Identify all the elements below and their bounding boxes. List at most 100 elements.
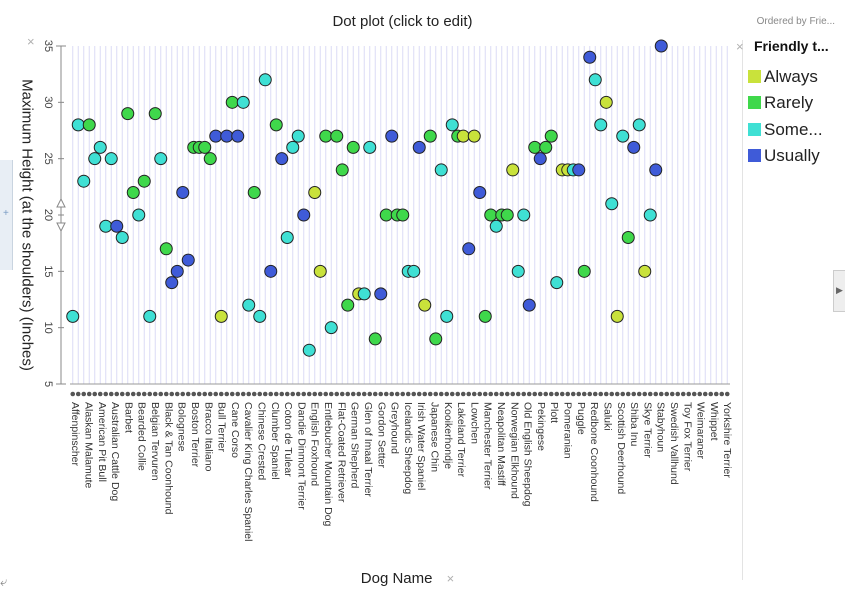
x-axis-dot <box>251 391 257 397</box>
x-axis-dot <box>532 391 538 397</box>
x-axis-dot <box>356 391 362 397</box>
x-axis-dot <box>213 391 219 397</box>
data-point <box>407 264 421 278</box>
y-axis-drag-down-icon <box>56 222 66 233</box>
x-axis-dot <box>163 391 169 397</box>
data-point <box>203 152 217 166</box>
x-tick-label: Lowchen <box>468 402 480 444</box>
x-axis-dot <box>257 391 263 397</box>
left-panel-toggle[interactable]: + <box>0 160 13 270</box>
x-axis-label[interactable]: Dog Name <box>360 570 433 587</box>
x-axis-dot <box>405 391 411 397</box>
x-axis-dot <box>570 391 576 397</box>
data-point <box>445 118 459 132</box>
y-tick-label: 35 <box>42 40 54 52</box>
remove-y-axis-close-icon[interactable]: × <box>27 34 35 49</box>
data-point <box>440 309 454 323</box>
y-tick-label: 5 <box>42 381 54 387</box>
x-tick-label: Scottish Deerhound <box>615 402 627 494</box>
x-axis-dot <box>510 391 516 397</box>
data-point <box>275 152 289 166</box>
x-tick-label: Toy Fox Terrier <box>681 402 693 472</box>
x-axis-dot <box>598 391 604 397</box>
x-tick-label: Plott <box>548 402 560 423</box>
x-tick-label: Flat-Coated Retriever <box>335 402 347 503</box>
x-axis-dot <box>114 391 120 397</box>
x-axis-dot <box>339 391 345 397</box>
x-axis-dot <box>394 391 400 397</box>
x-axis-dot <box>466 391 472 397</box>
x-tick-label: Icelandic Sheepdog <box>402 402 414 494</box>
data-point <box>82 118 96 132</box>
x-axis-dot <box>240 391 246 397</box>
x-axis-dot <box>268 391 274 397</box>
x-axis-dot <box>328 391 334 397</box>
x-tick-label: Entlebucher Mountain Dog <box>322 402 334 526</box>
x-axis-dot <box>620 391 626 397</box>
x-axis-dot <box>119 391 125 397</box>
legend-title[interactable]: Friendly t... <box>754 38 829 54</box>
x-tick-label: Barbet <box>122 402 134 433</box>
data-point <box>291 129 305 143</box>
x-axis-dot <box>378 391 384 397</box>
x-axis-dot <box>708 391 714 397</box>
x-axis-dot <box>664 391 670 397</box>
x-axis-dot <box>97 391 103 397</box>
x-axis-dot <box>290 391 296 397</box>
data-point <box>467 129 481 143</box>
data-point <box>484 208 498 222</box>
right-panel-toggle[interactable]: ▶ <box>833 270 845 312</box>
data-point <box>627 140 641 154</box>
x-tick-label: Old English Sheepdog <box>522 402 534 507</box>
x-axis-dot <box>477 391 483 397</box>
x-axis-dot <box>130 391 136 397</box>
x-axis-dot <box>372 391 378 397</box>
data-point <box>143 309 157 323</box>
x-axis-dot <box>92 391 98 397</box>
x-tick-label: Saluki <box>601 402 613 431</box>
x-axis-dot <box>504 391 510 397</box>
data-point <box>319 129 333 143</box>
data-point <box>374 287 388 301</box>
x-axis-dot <box>103 391 109 397</box>
x-tick-label: Stabyhoun <box>655 402 667 452</box>
data-point <box>253 309 267 323</box>
data-point <box>550 276 564 290</box>
legend-swatch <box>748 123 761 136</box>
x-tick-label: Affenpinscher <box>69 402 81 467</box>
x-tick-label: Cavalier King Charles Spaniel <box>242 402 254 542</box>
data-point <box>330 129 344 143</box>
x-axis-dot <box>207 391 213 397</box>
x-axis-dot <box>180 391 186 397</box>
x-tick-label: Black & Tan Coonhound <box>162 402 174 515</box>
remove-legend-close-icon[interactable]: × <box>736 39 744 54</box>
x-axis-dot <box>669 391 675 397</box>
x-axis-dot <box>273 391 279 397</box>
x-axis-dot <box>554 391 560 397</box>
remove-x-axis-close-icon[interactable]: × <box>446 571 455 586</box>
data-point <box>583 50 597 64</box>
x-axis-dot <box>147 391 153 397</box>
ordered-by-label: Ordered by Frie... <box>756 16 835 27</box>
chart-title[interactable]: Dot plot (click to edit) <box>332 13 473 30</box>
y-tick-label: 30 <box>42 96 54 108</box>
data-point <box>517 208 531 222</box>
x-axis-dot <box>279 391 285 397</box>
x-axis-dot <box>702 391 708 397</box>
data-point <box>236 95 250 109</box>
data-point <box>544 129 558 143</box>
x-tick-label: Lakeland Terrier <box>455 402 467 478</box>
data-point <box>396 208 410 222</box>
x-axis-dot <box>86 391 92 397</box>
corner-icon[interactable]: ⤶ <box>0 574 8 589</box>
x-axis-dot <box>449 391 455 397</box>
data-point <box>357 287 371 301</box>
x-axis-dot <box>488 391 494 397</box>
x-axis-dot <box>653 391 659 397</box>
legend-swatch <box>748 70 761 83</box>
x-tick-label: Glen of Imaal Terrier <box>362 402 374 497</box>
x-axis-dot <box>455 391 461 397</box>
x-tick-label: Kooikerhondje <box>442 402 454 469</box>
x-axis-dot <box>235 391 241 397</box>
